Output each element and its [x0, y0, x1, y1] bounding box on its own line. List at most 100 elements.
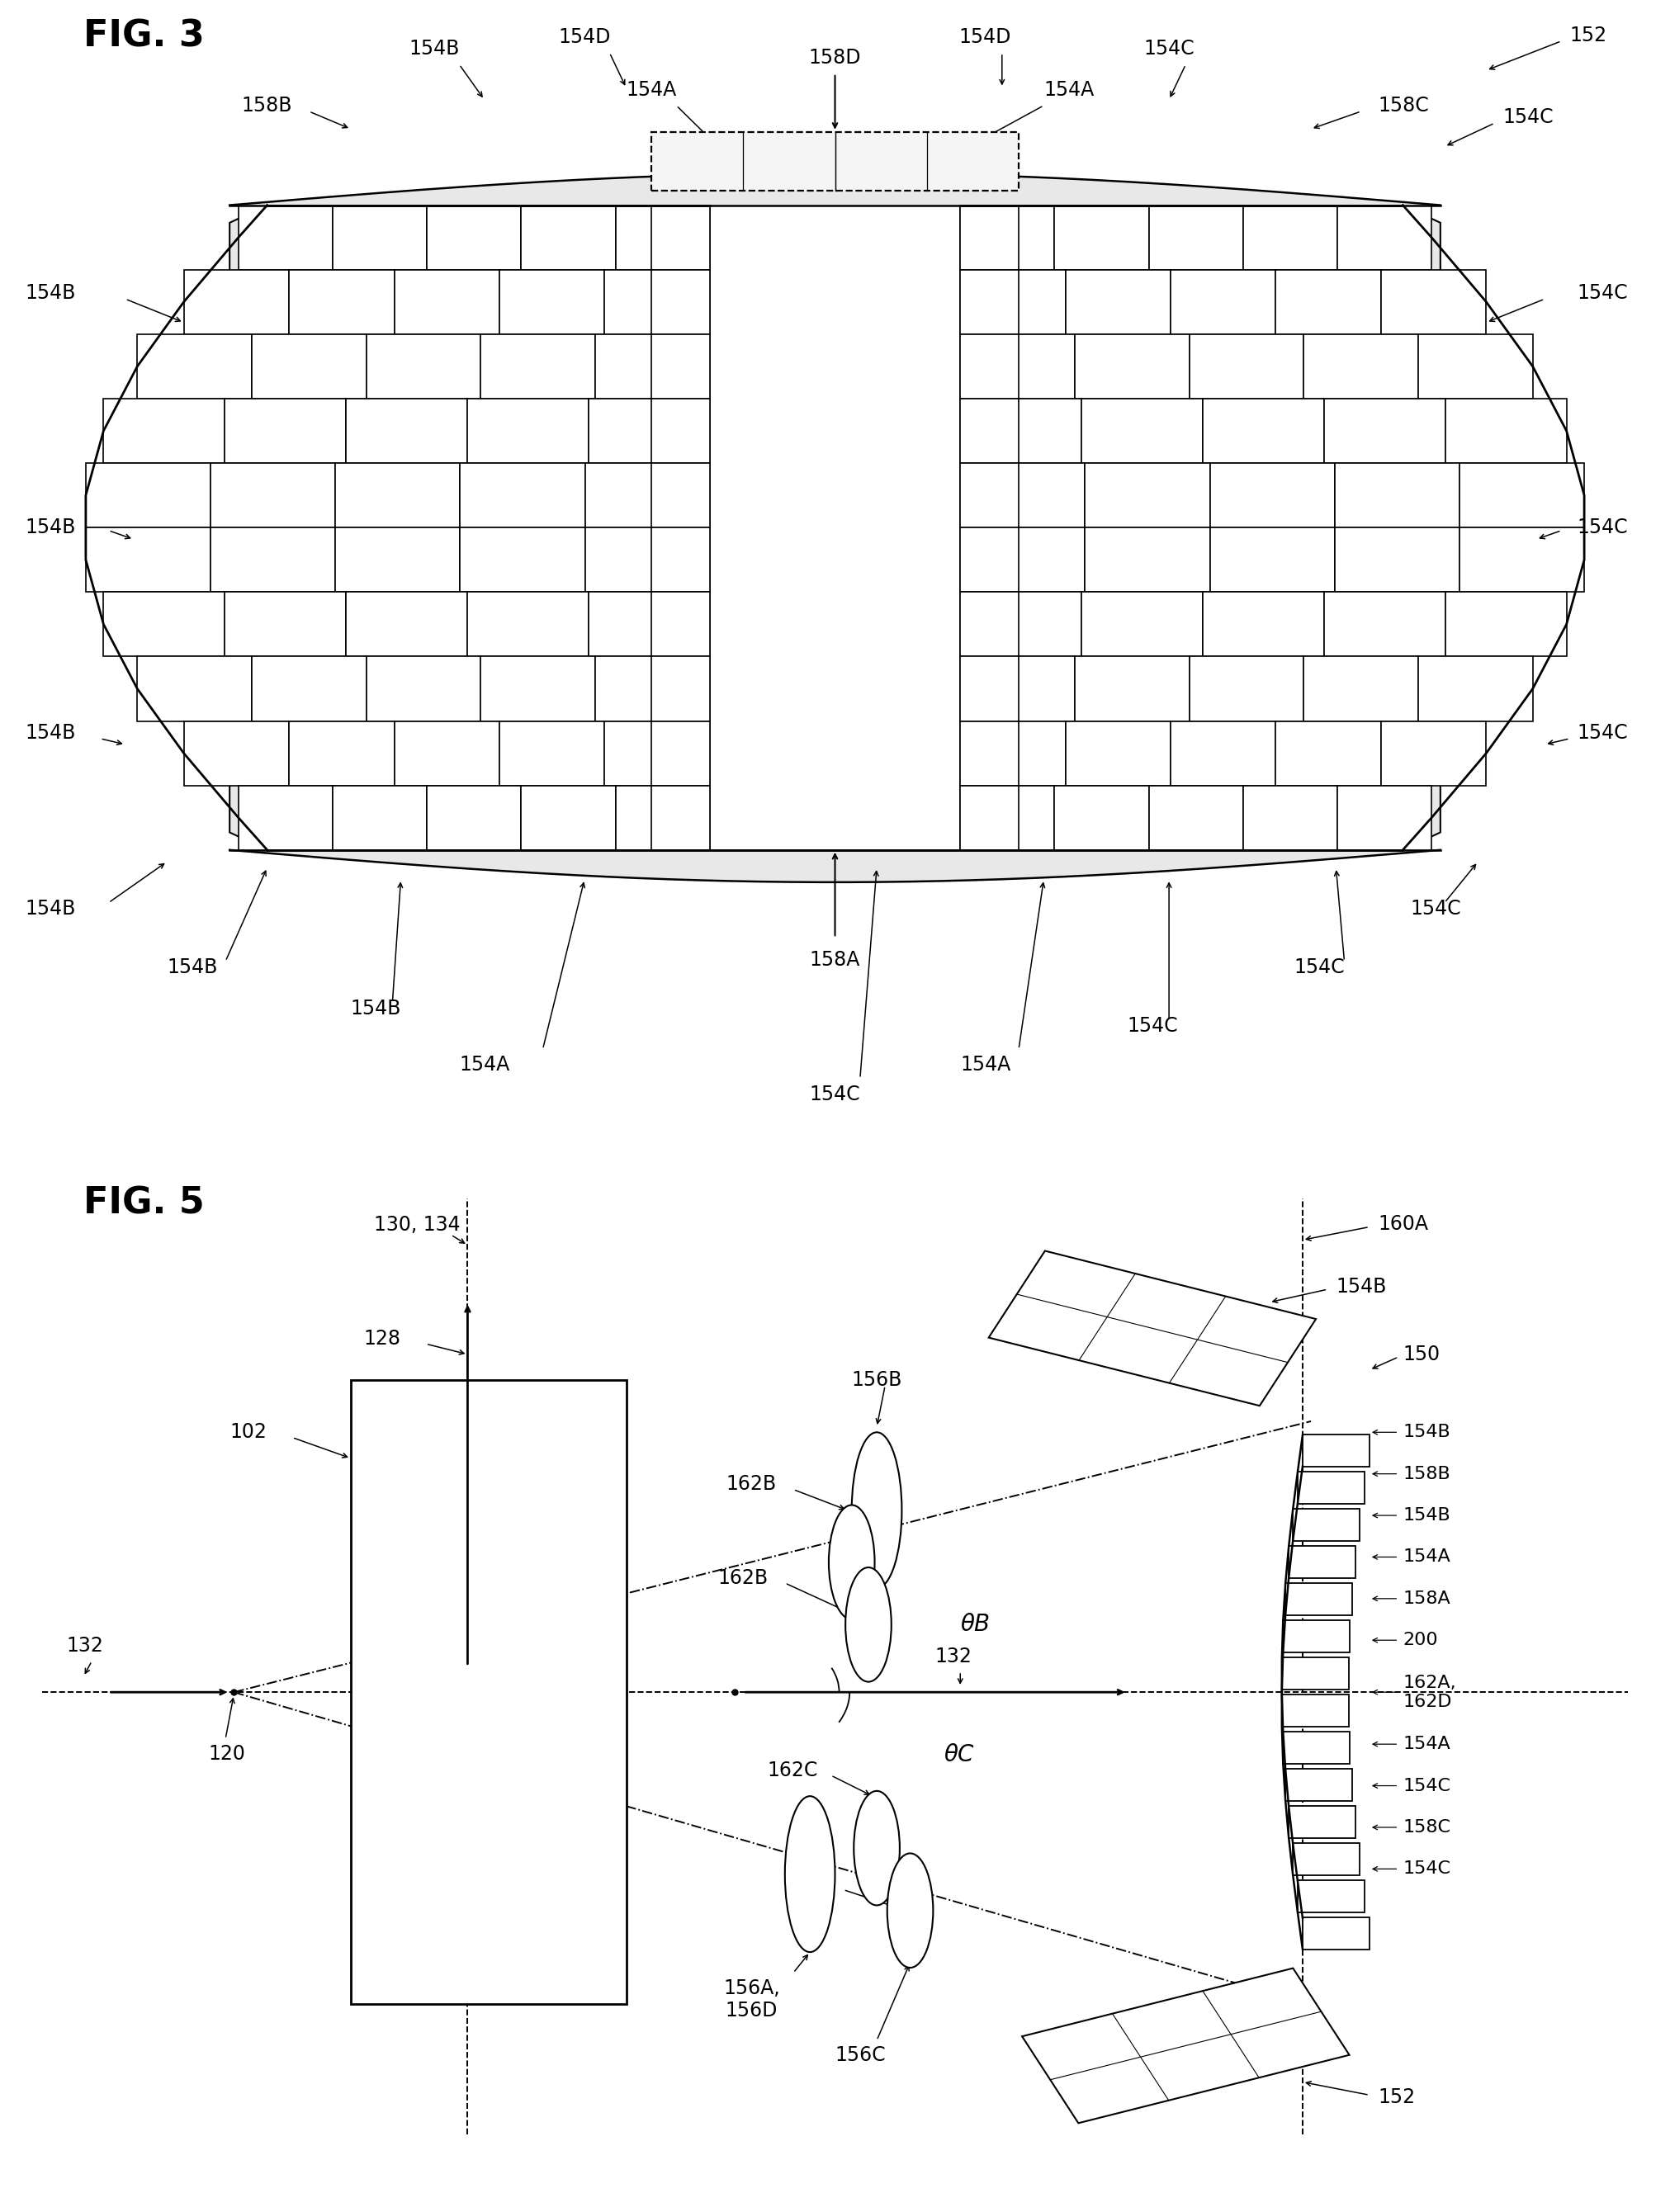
Bar	[137, 334, 252, 398]
Text: 200: 200	[1403, 1632, 1438, 1648]
Text: 154C: 154C	[1403, 1778, 1451, 1794]
Bar	[1338, 785, 1431, 849]
Bar	[960, 593, 1082, 657]
Text: 154C: 154C	[1503, 108, 1553, 126]
Polygon shape	[229, 206, 267, 849]
Text: 132: 132	[935, 1646, 972, 1666]
Bar	[468, 593, 588, 657]
Bar	[651, 657, 710, 721]
Bar	[332, 785, 428, 849]
Bar	[1242, 206, 1338, 270]
Bar	[1445, 398, 1566, 462]
Text: 154B: 154B	[351, 998, 401, 1018]
Bar	[960, 206, 1054, 270]
Bar	[184, 270, 289, 334]
Bar	[960, 334, 1019, 398]
Bar	[85, 462, 210, 526]
Text: 162C: 162C	[785, 1874, 835, 1893]
Text: 154A: 154A	[1403, 1548, 1451, 1566]
Bar	[960, 398, 1082, 462]
Bar	[1381, 721, 1486, 785]
Bar	[584, 529, 710, 593]
Bar	[595, 657, 710, 721]
Bar	[651, 398, 710, 462]
Bar	[499, 721, 605, 785]
Bar	[252, 657, 366, 721]
Bar	[289, 721, 394, 785]
Bar	[481, 334, 595, 398]
Bar	[210, 529, 336, 593]
Bar	[1209, 529, 1334, 593]
Bar	[85, 529, 210, 593]
Text: 154A: 154A	[459, 1055, 509, 1075]
Text: 158A: 158A	[810, 949, 860, 969]
Bar	[1149, 785, 1242, 849]
Bar	[521, 785, 616, 849]
Bar	[616, 785, 710, 849]
Bar	[1338, 206, 1431, 270]
Text: 154B: 154B	[25, 283, 75, 303]
Bar	[1082, 593, 1202, 657]
Text: 154D: 154D	[959, 27, 1012, 46]
Bar	[595, 334, 710, 398]
Bar	[332, 206, 428, 270]
Bar	[605, 721, 710, 785]
Bar	[1086, 529, 1209, 593]
Bar	[521, 206, 616, 270]
Bar	[1293, 1509, 1359, 1542]
Text: 150: 150	[1403, 1345, 1440, 1365]
Bar	[960, 270, 1065, 334]
Bar	[1283, 1732, 1349, 1763]
Text: 154B: 154B	[1403, 1506, 1451, 1524]
Bar	[960, 657, 1019, 721]
Bar	[1283, 1694, 1349, 1725]
Text: FIG. 5: FIG. 5	[84, 1186, 205, 1221]
Bar	[1171, 270, 1276, 334]
Bar	[588, 593, 710, 657]
Text: 158B: 158B	[242, 95, 292, 115]
Text: 154B: 154B	[25, 898, 75, 918]
Ellipse shape	[845, 1568, 892, 1681]
Ellipse shape	[852, 1433, 902, 1588]
Bar	[1289, 1807, 1356, 1838]
Bar	[1086, 462, 1209, 526]
Bar	[616, 206, 710, 270]
Text: 154C: 154C	[1127, 1015, 1177, 1035]
Text: 154C: 154C	[1294, 958, 1344, 978]
Bar	[428, 206, 521, 270]
Text: 154C: 154C	[810, 1084, 860, 1104]
Text: 158A: 158A	[1403, 1590, 1451, 1606]
Bar	[1209, 462, 1334, 526]
Text: 154C: 154C	[1403, 1860, 1451, 1878]
Text: FIG. 3: FIG. 3	[84, 20, 205, 55]
Ellipse shape	[887, 1854, 934, 1969]
Bar	[1283, 1657, 1349, 1690]
Bar	[1293, 1843, 1359, 1876]
Text: 154A: 154A	[1403, 1736, 1451, 1752]
Bar	[239, 785, 332, 849]
Text: 160A: 160A	[1378, 1214, 1428, 1234]
Bar	[1289, 1546, 1356, 1577]
Bar	[1418, 334, 1533, 398]
Ellipse shape	[785, 1796, 835, 1953]
Bar	[1324, 593, 1445, 657]
Bar	[1276, 270, 1381, 334]
Bar	[481, 657, 595, 721]
Text: 154C: 154C	[1578, 518, 1628, 538]
Polygon shape	[1022, 1969, 1349, 2124]
Bar	[1075, 334, 1189, 398]
Text: 154B: 154B	[167, 958, 217, 978]
Bar	[1283, 1621, 1349, 1652]
Text: 162C: 162C	[768, 1761, 818, 1781]
Bar	[461, 462, 584, 526]
Bar	[1189, 334, 1304, 398]
Bar	[1304, 657, 1418, 721]
Bar	[960, 529, 1019, 593]
Text: 154B: 154B	[1336, 1276, 1386, 1296]
Text: 154B: 154B	[409, 40, 459, 58]
Bar	[960, 462, 1086, 526]
Bar	[960, 334, 1075, 398]
Bar	[239, 206, 332, 270]
Bar	[960, 721, 1065, 785]
Text: 154C: 154C	[1411, 898, 1461, 918]
